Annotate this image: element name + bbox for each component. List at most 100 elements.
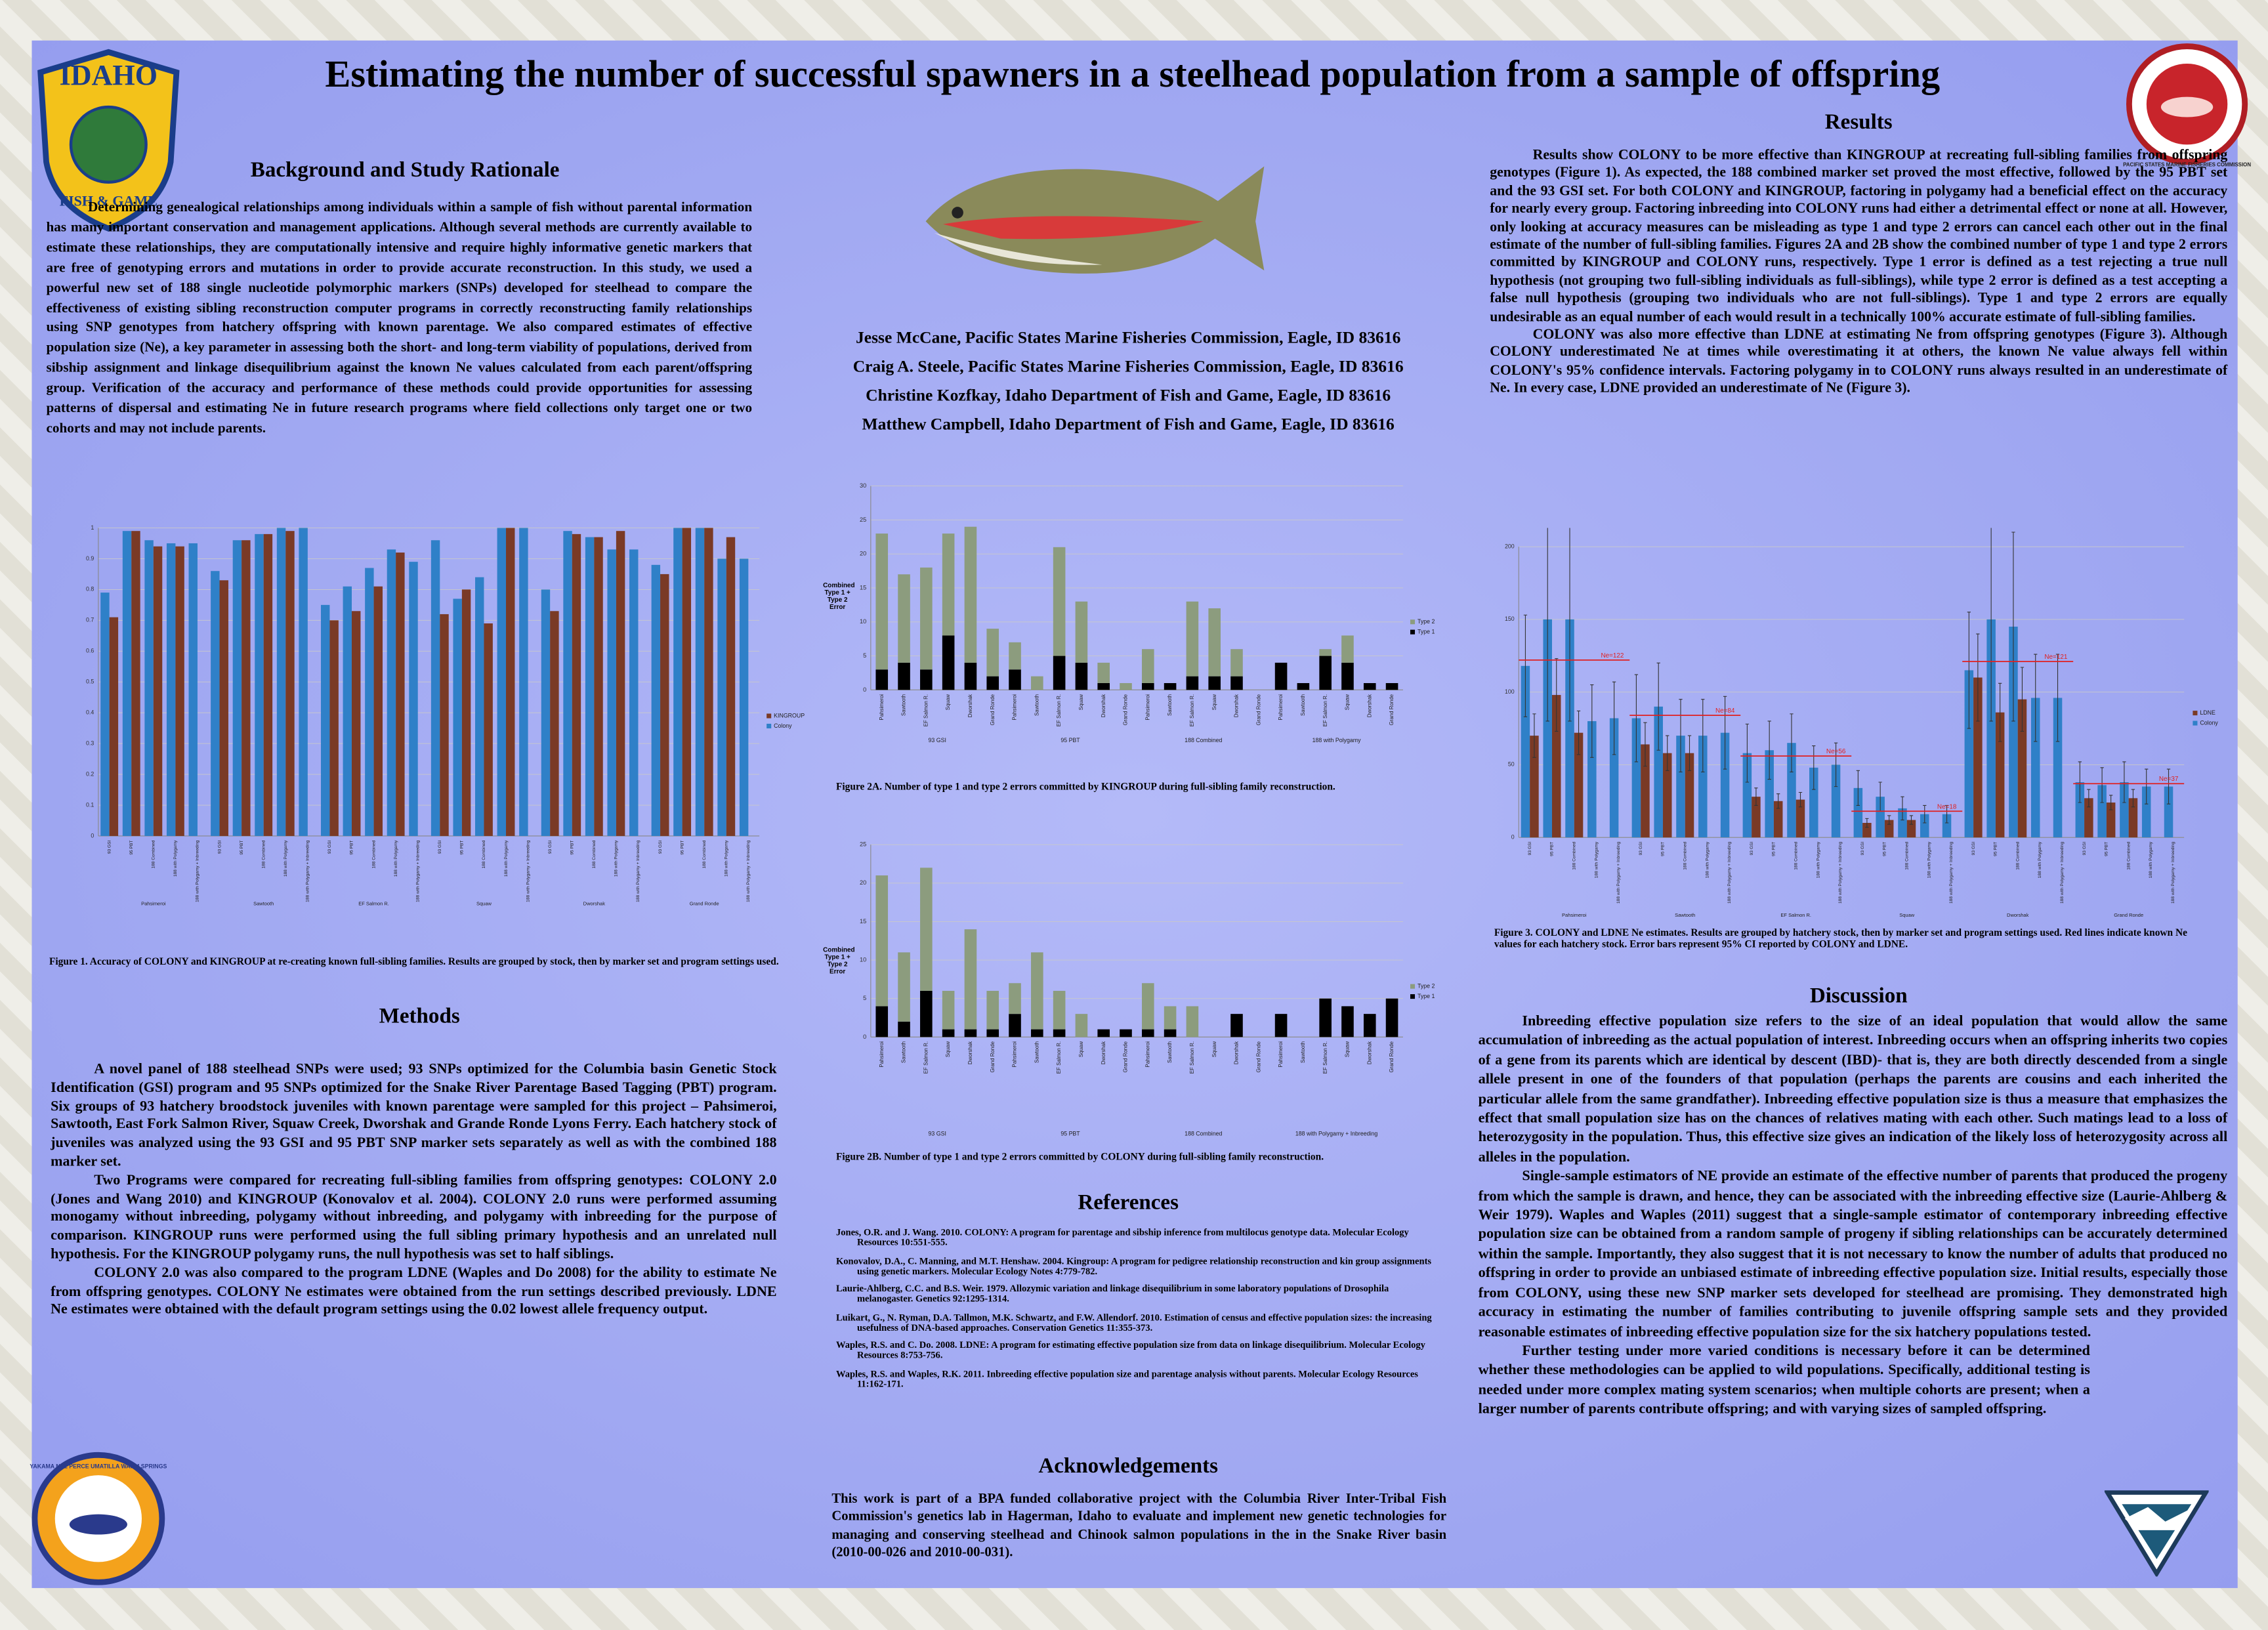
bar-segment bbox=[1230, 649, 1243, 677]
x-tick-label: Sawtooth bbox=[1300, 694, 1306, 716]
reference: Luikart, G., N. Ryman, D.A. Tallmon, M.K… bbox=[835, 1312, 1432, 1333]
bar bbox=[188, 543, 198, 836]
x-tick-label: 93 GSI bbox=[2082, 842, 2087, 856]
legend-swatch bbox=[2193, 721, 2198, 726]
error-bar bbox=[1687, 735, 1692, 771]
x-tick-label: EF Salmon R. bbox=[1322, 694, 1328, 726]
x-tick-label: 188 with Polygamy bbox=[394, 840, 398, 877]
x-tick-label: Dworshak bbox=[1234, 694, 1240, 717]
bar bbox=[461, 589, 471, 836]
error-bar bbox=[1834, 742, 1838, 787]
x-tick-label: 188 with Polygamy bbox=[1705, 841, 1710, 878]
x-tick-label: 188 Combined bbox=[371, 840, 376, 868]
bar bbox=[1609, 718, 1619, 838]
x-tick-label: 95 PBT bbox=[570, 841, 575, 855]
bar-segment bbox=[1075, 662, 1088, 690]
error-bar bbox=[1812, 745, 1816, 790]
y-tick-label: 0.9 bbox=[86, 555, 94, 562]
bar-segment bbox=[1053, 1029, 1066, 1037]
error-bar bbox=[2020, 667, 2025, 732]
y-tick-label: 20 bbox=[860, 879, 866, 886]
error-bar bbox=[1798, 791, 1803, 808]
bar bbox=[572, 533, 581, 836]
bar bbox=[1543, 619, 1552, 838]
bar bbox=[1773, 801, 1783, 838]
bar bbox=[211, 571, 220, 836]
bar-segment bbox=[964, 929, 977, 1030]
bar bbox=[1876, 797, 1885, 838]
x-tick-label: 188 with Polygamy + Inbreeding bbox=[636, 840, 640, 902]
x-tick-label: 188 with Polygamy bbox=[1816, 841, 1820, 878]
bar-segment bbox=[1120, 1029, 1132, 1037]
x-tick-label: Pahsimeroi bbox=[1012, 1041, 1018, 1068]
error-bar bbox=[1767, 721, 1771, 780]
figure-1-chart: 0 0.1 0.2 0.3 0.4 0.5 0.6 0.7 0.8 0.9 1 93 GSI 95 PB… bbox=[86, 524, 805, 907]
y-tick-label: 0.2 bbox=[86, 770, 94, 777]
x-tick-label: 93 GSI bbox=[1528, 842, 1532, 856]
y-tick-label: 0.5 bbox=[86, 679, 94, 685]
x-tick-label: Pahsimeroi bbox=[879, 1041, 885, 1068]
y-tick-label: 15 bbox=[860, 584, 866, 591]
reference: Waples, R.S. and Waples, R.K. 2011. Inbr… bbox=[835, 1369, 1418, 1390]
bar bbox=[1676, 736, 1685, 838]
y-tick-label: 20 bbox=[860, 551, 866, 557]
x-tick-label: Sawtooth bbox=[1167, 1041, 1173, 1063]
x-tick-label: Squaw bbox=[1345, 694, 1351, 711]
legend-label: Type 1 bbox=[1418, 629, 1435, 635]
group-label: EF Salmon R. bbox=[1780, 912, 1811, 918]
legend-swatch bbox=[1410, 984, 1416, 989]
bar-segment bbox=[1031, 1029, 1043, 1037]
bar bbox=[1574, 732, 1584, 838]
bar bbox=[1787, 743, 1796, 838]
bar-segment bbox=[1031, 952, 1043, 1030]
group-label: 188 Combined bbox=[1185, 737, 1222, 743]
section-heading: Background and Study Rationale bbox=[250, 159, 560, 182]
bar bbox=[519, 528, 528, 836]
legend-label: LDNE bbox=[2200, 709, 2216, 716]
bar-segment bbox=[875, 1006, 889, 1037]
x-tick-label: Grand Ronde bbox=[1389, 694, 1395, 725]
bar bbox=[2164, 786, 2174, 838]
bar bbox=[484, 623, 493, 836]
x-tick-label: 93 GSI bbox=[1639, 842, 1643, 856]
bar-segment bbox=[1097, 682, 1110, 690]
bar bbox=[351, 611, 361, 836]
bar bbox=[629, 549, 639, 836]
paragraph: COLONY was also more effective than LDNE… bbox=[1490, 327, 2228, 397]
bar bbox=[506, 528, 515, 836]
bar-segment bbox=[1053, 656, 1066, 690]
bar bbox=[475, 577, 484, 836]
bar-segment bbox=[1142, 682, 1154, 690]
bar bbox=[1654, 706, 1663, 838]
paragraph: This work is part of a BPA funded collab… bbox=[831, 1492, 1447, 1560]
bar bbox=[1685, 753, 1694, 838]
author-list: Jesse McCane, Pacific States Marine Fish… bbox=[810, 324, 1446, 440]
error-bar bbox=[1701, 699, 1705, 773]
discussion-text: Inbreeding effective population size ref… bbox=[1479, 1013, 2228, 1420]
legend-swatch bbox=[1410, 629, 1416, 635]
x-tick-label: Squaw bbox=[1211, 1041, 1217, 1058]
group-label: 93 GSI bbox=[929, 737, 946, 743]
x-tick-label: 95 PBT bbox=[129, 841, 134, 855]
x-tick-label: 188 Combined bbox=[1904, 841, 1909, 869]
error-bar bbox=[1754, 787, 1758, 806]
x-tick-label: EF Salmon R. bbox=[1056, 1041, 1062, 1074]
bar bbox=[255, 533, 264, 836]
bar-segment bbox=[1319, 998, 1332, 1037]
bar-segment bbox=[1208, 608, 1221, 677]
y-tick-label: 0 bbox=[91, 832, 94, 839]
x-tick-label: Pahsimeroi bbox=[1144, 694, 1150, 721]
bar bbox=[144, 540, 154, 836]
error-bar bbox=[1887, 815, 1891, 825]
bar bbox=[550, 611, 559, 836]
bar-segment bbox=[964, 1029, 977, 1037]
error-bar bbox=[2166, 768, 2171, 805]
paragraph: Single-sample estimators of NE provide a… bbox=[1478, 1169, 2228, 1341]
x-tick-label: 188 with Polygamy bbox=[504, 840, 509, 877]
bar bbox=[497, 528, 507, 836]
error-bar bbox=[1776, 793, 1780, 809]
bar-segment bbox=[1097, 662, 1110, 683]
bar-segment bbox=[1341, 662, 1354, 690]
x-tick-label: Pahsimeroi bbox=[1012, 694, 1018, 721]
author: Matthew Campbell, Idaho Department of Fi… bbox=[862, 415, 1395, 434]
